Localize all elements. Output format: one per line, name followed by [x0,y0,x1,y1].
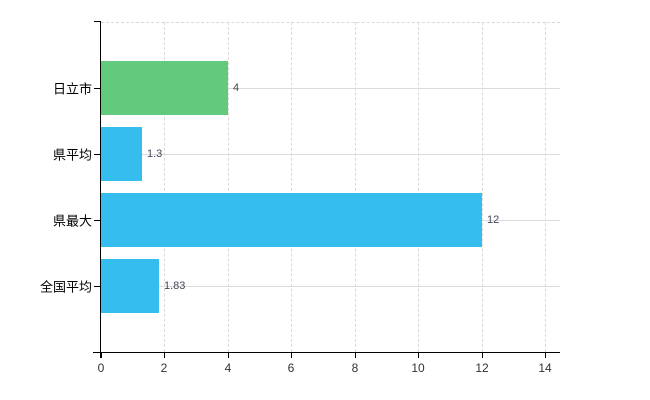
x-axis-tick-label: 10 [411,361,425,375]
y-axis-top-tick [94,21,101,22]
category-label: 県最大 [52,213,92,229]
grid-line-vertical [291,22,292,352]
bar-value-label: 1.3 [147,148,163,160]
x-axis-tick-label: 4 [224,361,232,375]
x-axis-tick [355,352,356,358]
y-axis-tick [94,88,101,89]
x-axis-tick-label: 2 [160,361,168,375]
x-axis-line [93,352,560,353]
bar [101,259,159,313]
bar [101,127,142,181]
bar [101,61,228,115]
x-axis-tick-label: 14 [538,361,552,375]
x-axis-tick [482,352,483,358]
y-axis-tick [94,286,101,287]
x-axis-tick [228,352,229,358]
grid-line-horizontal [101,154,560,155]
x-axis-tick [164,352,165,358]
category-label: 県平均 [52,147,92,163]
grid-line-vertical [545,22,546,352]
category-label: 全国平均 [39,279,92,295]
x-axis-tick-label: 0 [97,361,105,375]
x-axis-tick-label: 8 [351,361,359,375]
grid-line-horizontal [101,88,560,89]
x-axis-tick [418,352,419,358]
y-axis-line [100,21,101,358]
y-axis-tick [94,220,101,221]
x-axis-tick [101,352,102,358]
category-label: 日立市 [52,81,92,97]
x-axis-tick [291,352,292,358]
y-axis-tick [94,154,101,155]
bar-value-label: 4 [233,82,240,94]
grid-line-vertical [355,22,356,352]
grid-line-vertical [228,22,229,352]
bar-value-label: 12 [487,214,500,226]
x-axis-tick [545,352,546,358]
plot-top-border [101,22,560,23]
bar-value-label: 1.83 [164,280,186,292]
x-axis-tick-label: 6 [287,361,295,375]
x-axis-tick-label: 12 [475,361,489,375]
bar [101,193,482,247]
grid-line-vertical [164,22,165,352]
grid-line-vertical [418,22,419,352]
grid-line-vertical [482,22,483,352]
grid-line-horizontal [101,286,560,287]
